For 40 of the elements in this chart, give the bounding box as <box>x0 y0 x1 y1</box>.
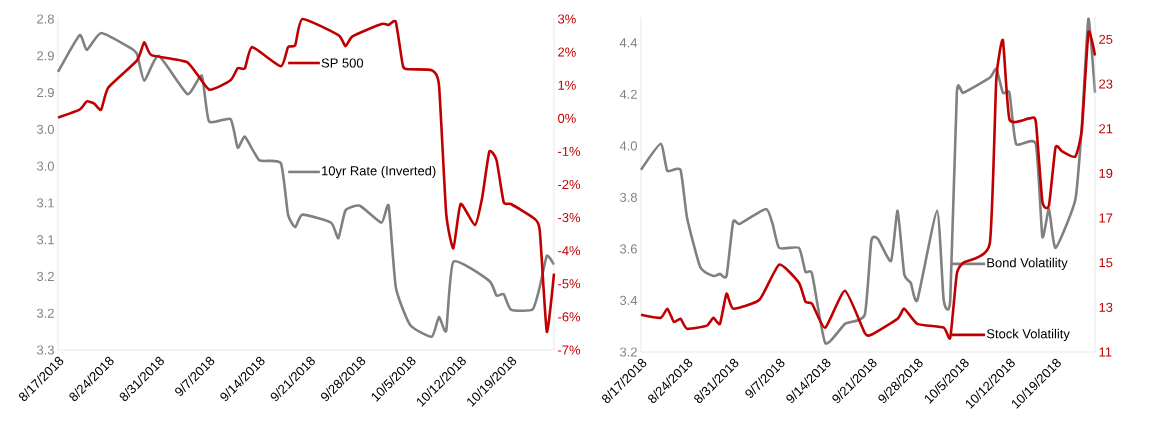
y-tick-label: 3.2 <box>619 347 637 357</box>
y2-tick-label: -5% <box>558 279 581 289</box>
y2-tick-label: 15 <box>1099 258 1113 268</box>
y-tick-label: 2.9 <box>37 87 54 98</box>
y-tick-label: 3.1 <box>36 235 54 245</box>
y2-tick-label: 11 <box>1099 347 1112 357</box>
y2-tick-label: 21 <box>1099 124 1113 134</box>
y-tick-label: 3.0 <box>36 124 54 134</box>
y2-tick-label: -1% <box>558 146 581 156</box>
y2-tick-label: 0% <box>558 113 576 123</box>
y2-tick-label: -6% <box>558 312 581 322</box>
y2-tick-label: 23 <box>1099 79 1113 89</box>
y-tick-label: 3.2 <box>36 308 54 318</box>
legend-label: Stock Volatility <box>986 328 1070 341</box>
y2-tick-label: -2% <box>558 179 581 190</box>
y-tick-label: 3.0 <box>36 161 54 171</box>
y-tick-label: 2.8 <box>37 14 54 24</box>
y2-tick-label: -3% <box>558 213 581 223</box>
y-tick-label: 4.4 <box>619 38 638 48</box>
y2-tick-label: 17 <box>1099 213 1113 223</box>
y-tick-label: 3.8 <box>619 192 637 202</box>
y-tick-label: 3.3 <box>36 345 54 355</box>
y2-tick-label: 13 <box>1099 302 1113 312</box>
y-tick-label: 3.4 <box>619 295 638 306</box>
y2-tick-label: 2% <box>558 47 576 57</box>
y2-tick-label: 19 <box>1099 168 1113 178</box>
y2-tick-label: -4% <box>558 246 581 256</box>
y-tick-label: 4.2 <box>619 89 637 99</box>
y-tick-label: 3.1 <box>36 198 54 208</box>
legend-label: SP 500 <box>321 58 364 68</box>
y-tick-label: 4.0 <box>619 141 637 151</box>
legend-label: Bond Volatility <box>987 257 1068 270</box>
y2-tick-label: 1% <box>558 80 576 90</box>
legend-label: 10yr Rate (Inverted) <box>322 165 436 178</box>
y-tick-label: 3.6 <box>619 244 637 254</box>
y2-tick-label: 3% <box>558 14 576 24</box>
y2-tick-label: -7% <box>558 345 581 355</box>
y2-tick-label: 25 <box>1099 34 1113 44</box>
y-tick-label: 2.9 <box>37 51 54 61</box>
y-tick-label: 3.2 <box>36 271 54 282</box>
